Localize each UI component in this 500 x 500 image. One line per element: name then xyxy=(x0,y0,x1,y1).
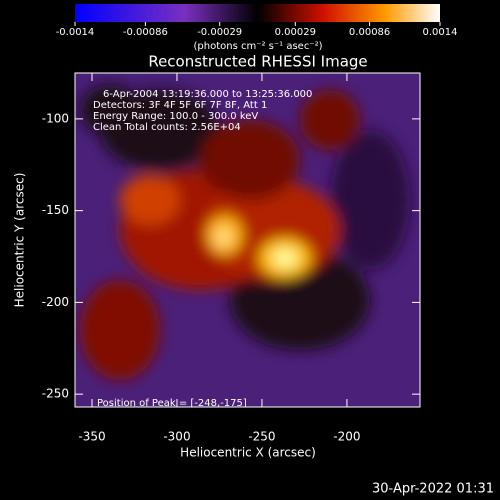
y-tick-label: -150 xyxy=(42,203,69,217)
annotation: Clean Total counts: 2.56E+04 xyxy=(93,122,241,133)
colorbar-tick-label: 0.00086 xyxy=(349,27,390,38)
annotation: Energy Range: 100.0 - 300.0 keV xyxy=(93,111,258,122)
colorbar-tick-label: -0.00029 xyxy=(197,27,242,38)
x-tick-label: -300 xyxy=(163,430,190,444)
x-tick-label: -350 xyxy=(78,430,105,444)
x-tick-label: -200 xyxy=(333,430,360,444)
annotation: Detectors: 3F 4F 5F 6F 7F 8F, Att 1 xyxy=(93,100,267,111)
colorbar-tick-label: -0.0014 xyxy=(56,27,95,38)
plot-frame xyxy=(74,72,421,408)
x-axis-label: Heliocentric X (arcsec) xyxy=(180,446,316,460)
y-tick-label: -100 xyxy=(42,111,69,125)
colorbar-tick-label: 0.0014 xyxy=(423,27,458,38)
colorbar-tick-label: -0.00086 xyxy=(123,27,168,38)
x-tick-label: -250 xyxy=(248,430,275,444)
colorbar-tick-label: 0.00029 xyxy=(275,27,316,38)
image xyxy=(75,73,420,407)
annotation: 6-Apr-2004 13:19:36.000 to 13:25:36.000 xyxy=(103,89,312,100)
y-axis-label: Heliocentric Y (arcsec) xyxy=(13,173,27,308)
chart-title: Reconstructed RHESSI Image xyxy=(148,53,367,71)
peak-label: Position of Peak = [-248,-175] xyxy=(97,398,247,409)
y-tick-label: -250 xyxy=(42,387,69,401)
colorbar xyxy=(75,4,440,22)
y-tick-label: -200 xyxy=(42,295,69,309)
colorbar-label: (photons cm⁻² s⁻¹ asec⁻²) xyxy=(193,41,322,52)
footer: 30-Apr-2022 01:31 xyxy=(372,482,494,497)
